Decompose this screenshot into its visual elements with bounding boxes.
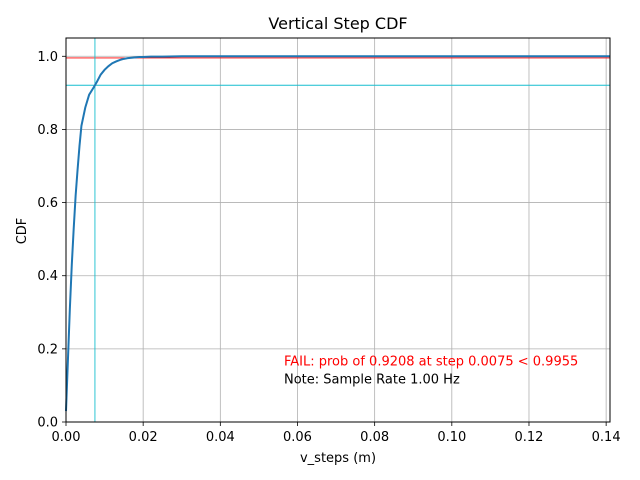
annotation-text: FAIL: prob of 0.9208 at step 0.0075 < 0.… — [284, 354, 578, 369]
x-tick-label: 0.06 — [283, 430, 312, 445]
x-tick-label: 0.10 — [437, 430, 466, 445]
y-axis-label: CDF — [15, 218, 30, 245]
y-tick-label: 1.0 — [37, 50, 58, 65]
axis-ticks: 0.00 0.02 0.04 0.06 0.08 0.10 0.12 0.14 0.0 0.2 0.… — [37, 50, 620, 445]
y-tick-label: 0.2 — [37, 342, 58, 357]
x-tick-label: 0.04 — [206, 430, 235, 445]
x-tick-label: 0.00 — [52, 430, 81, 445]
cdf-series-line — [65, 55, 610, 412]
y-tick-label: 0.4 — [37, 269, 58, 284]
x-tick-label: 0.12 — [515, 430, 544, 445]
plot-frame — [65, 37, 611, 423]
chart-title: Vertical Step CDF — [268, 14, 407, 33]
reference-lines — [66, 38, 610, 422]
annotation-text: Note: Sample Rate 1.00 Hz — [284, 373, 460, 388]
x-tick-label: 0.14 — [592, 430, 621, 445]
x-tick-label: 0.08 — [360, 430, 389, 445]
annotations: FAIL: prob of 0.9208 at step 0.0075 < 0.… — [284, 354, 578, 387]
y-tick-label: 0.6 — [37, 196, 58, 211]
x-axis-label: v_steps (m) — [300, 451, 376, 466]
x-tick-label: 0.02 — [129, 430, 158, 445]
y-tick-label: 0.0 — [37, 416, 58, 431]
y-tick-label: 0.8 — [37, 123, 58, 138]
